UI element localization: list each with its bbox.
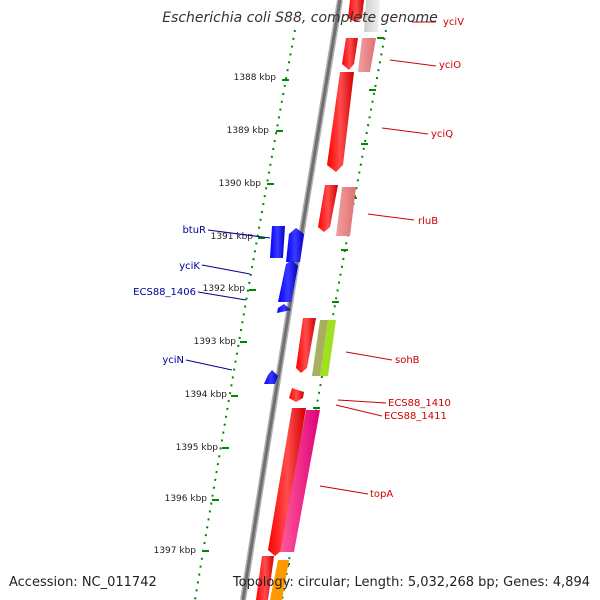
tick-label: 1388 kbp [234, 73, 277, 83]
gene-label-sohb[interactable]: sohB [395, 355, 420, 366]
gene-ycio-arrow[interactable] [342, 38, 358, 70]
gene-ecs88-1406-arrow[interactable] [277, 304, 291, 313]
gene-sohb-olive [312, 320, 328, 376]
tick-label: 1396 kbp [165, 494, 208, 504]
gene-label-ecs88-1406[interactable]: ECS88_1406 [133, 287, 196, 298]
gene-label-ycin[interactable]: yciN [162, 355, 184, 366]
gene-sohb-lime [320, 320, 336, 376]
tick-labels: 1388 kbp 1389 kbp 1390 kbp 1391 kbp 1392… [154, 73, 277, 556]
gene-label-topa[interactable]: topA [370, 489, 393, 500]
genome-summary-text: Topology: circular; Length: 5,032,268 bp… [232, 575, 590, 590]
tick-label: 1390 kbp [219, 179, 262, 189]
gene-label-ecs88-1410[interactable]: ECS88_1410 [388, 398, 451, 409]
tick-label: 1395 kbp [176, 443, 219, 453]
tick-label: 1392 kbp [203, 284, 246, 294]
reverse-labels: btuR yciK ECS88_1406 yciN [133, 225, 206, 366]
gene-ecs88-1410-arrow[interactable] [289, 388, 304, 402]
gene-ycin-arrow[interactable] [264, 370, 278, 384]
gene-yciv-arrow[interactable] [348, 0, 364, 22]
gene-topa-pink [280, 410, 320, 552]
gene-label-ycio[interactable]: yciO [439, 60, 461, 71]
gene-ycik-arrow[interactable] [278, 260, 298, 302]
gene-ycio-salmon [358, 38, 376, 72]
tick-label: 1391 kbp [211, 232, 254, 242]
map-title: Escherichia coli S88, complete genome [162, 10, 438, 26]
gene-label-rlub[interactable]: rluB [418, 216, 438, 227]
gene-btur-arrow[interactable] [270, 226, 285, 258]
gene-label-yciq[interactable]: yciQ [431, 129, 453, 140]
gene-next-arrow [256, 556, 274, 600]
gene-label-ycik[interactable]: yciK [179, 261, 200, 272]
gene-rlub-salmon [336, 187, 356, 236]
gene-yciq-arrow[interactable] [327, 72, 354, 172]
accession-text: Accession: NC_011742 [9, 575, 157, 590]
forward-leaders [319, 21, 437, 495]
gene-next-orange [270, 560, 289, 600]
gene-label-yciv[interactable]: yciV [443, 17, 464, 28]
reverse-features [264, 226, 304, 384]
gene-rlub-arrow[interactable] [318, 185, 338, 232]
gene-btur-arrow-2[interactable] [286, 228, 304, 262]
ring-reverse [194, 29, 296, 600]
forward-labels: yciV yciO yciQ rluB sohB ECS88_1410 ECS8… [370, 17, 464, 500]
tick-label: 1397 kbp [154, 546, 197, 556]
gene-yciv-gray [364, 0, 380, 32]
tick-label: 1393 kbp [194, 337, 237, 347]
gene-topa-arrow[interactable] [268, 408, 306, 556]
gene-label-ecs88-1411[interactable]: ECS88_1411 [384, 411, 447, 422]
reverse-leaders [185, 229, 271, 371]
gene-sohb-arrow[interactable] [296, 318, 316, 373]
forward-features [256, 0, 380, 600]
tick-label: 1389 kbp [227, 126, 270, 136]
gene-label-btur[interactable]: btuR [182, 225, 206, 236]
tick-label: 1394 kbp [185, 390, 228, 400]
